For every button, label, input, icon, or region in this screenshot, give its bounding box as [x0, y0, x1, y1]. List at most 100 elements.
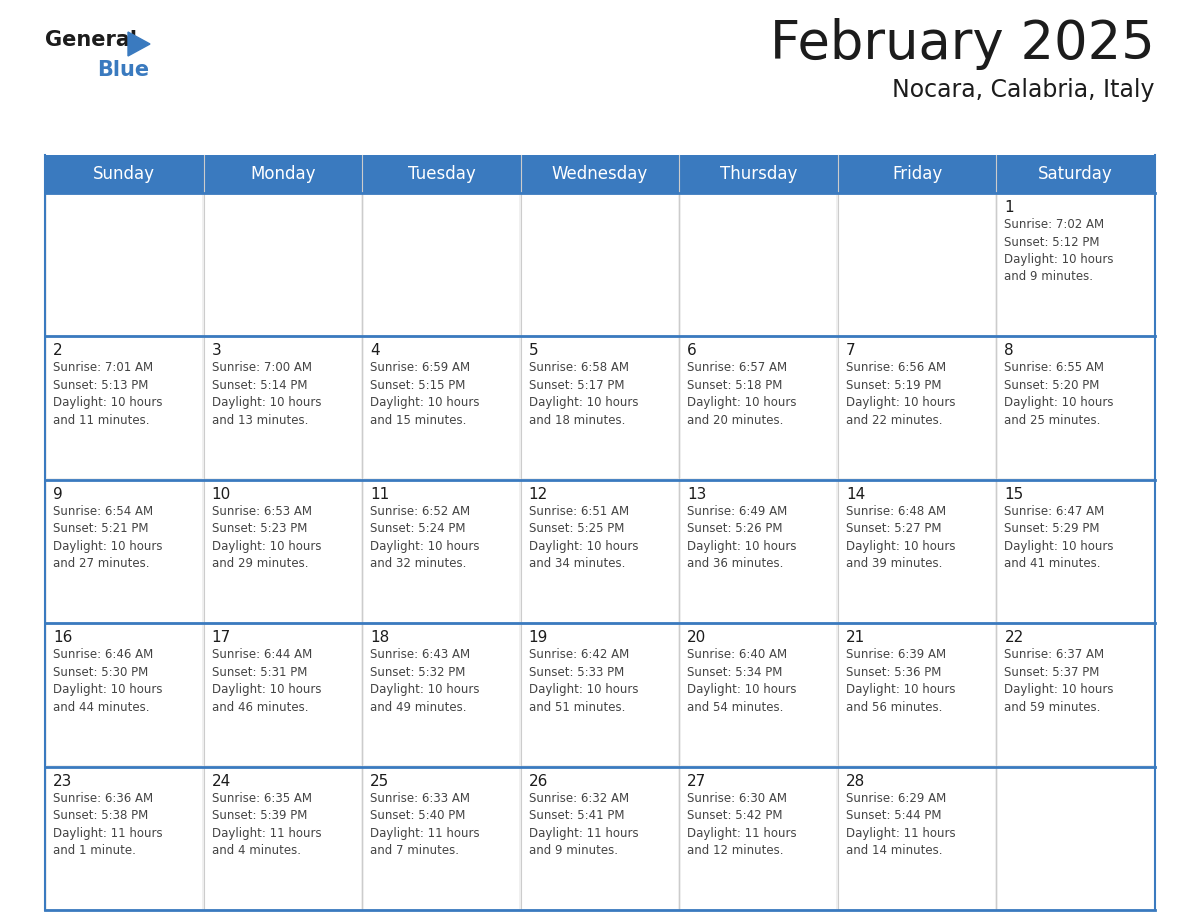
Bar	[364, 625, 519, 765]
Text: 20: 20	[688, 630, 707, 645]
Text: Sunrise: 6:35 AM
Sunset: 5:39 PM
Daylight: 11 hours
and 4 minutes.: Sunrise: 6:35 AM Sunset: 5:39 PM Dayligh…	[211, 791, 321, 857]
Bar	[206, 625, 361, 765]
Bar	[203, 623, 362, 767]
Text: Sunrise: 6:52 AM
Sunset: 5:24 PM
Daylight: 10 hours
and 32 minutes.: Sunrise: 6:52 AM Sunset: 5:24 PM Dayligh…	[371, 505, 480, 570]
Text: 24: 24	[211, 774, 230, 789]
Bar	[45, 767, 203, 910]
Text: Sunrise: 6:55 AM
Sunset: 5:20 PM
Daylight: 10 hours
and 25 minutes.: Sunrise: 6:55 AM Sunset: 5:20 PM Dayligh…	[1004, 362, 1114, 427]
Bar	[997, 336, 1155, 480]
Polygon shape	[128, 32, 150, 56]
Text: 14: 14	[846, 487, 865, 502]
Bar	[520, 336, 680, 480]
Text: Nocara, Calabria, Italy: Nocara, Calabria, Italy	[892, 78, 1155, 102]
Bar	[362, 193, 520, 336]
Bar	[840, 338, 994, 478]
Bar	[680, 767, 838, 910]
Bar	[681, 625, 836, 765]
Text: 3: 3	[211, 343, 221, 358]
Text: 23: 23	[53, 774, 72, 789]
Bar	[838, 767, 997, 910]
Bar	[998, 625, 1154, 765]
Text: Sunrise: 6:30 AM
Sunset: 5:42 PM
Daylight: 11 hours
and 12 minutes.: Sunrise: 6:30 AM Sunset: 5:42 PM Dayligh…	[688, 791, 797, 857]
Text: 26: 26	[529, 774, 548, 789]
Bar	[838, 193, 997, 336]
Text: 7: 7	[846, 343, 855, 358]
Text: 17: 17	[211, 630, 230, 645]
Text: Thursday: Thursday	[720, 165, 797, 183]
Bar	[364, 195, 519, 335]
Bar	[680, 193, 838, 336]
Text: Sunrise: 6:47 AM
Sunset: 5:29 PM
Daylight: 10 hours
and 41 minutes.: Sunrise: 6:47 AM Sunset: 5:29 PM Dayligh…	[1004, 505, 1114, 570]
Text: Wednesday: Wednesday	[552, 165, 649, 183]
Bar	[206, 338, 361, 478]
Bar	[362, 336, 520, 480]
Text: Sunrise: 6:46 AM
Sunset: 5:30 PM
Daylight: 10 hours
and 44 minutes.: Sunrise: 6:46 AM Sunset: 5:30 PM Dayligh…	[53, 648, 163, 713]
Text: Saturday: Saturday	[1038, 165, 1113, 183]
Text: 18: 18	[371, 630, 390, 645]
Bar	[998, 481, 1154, 621]
Text: 8: 8	[1004, 343, 1015, 358]
Text: Sunrise: 7:02 AM
Sunset: 5:12 PM
Daylight: 10 hours
and 9 minutes.: Sunrise: 7:02 AM Sunset: 5:12 PM Dayligh…	[1004, 218, 1114, 284]
Bar	[523, 481, 678, 621]
Text: 25: 25	[371, 774, 390, 789]
Bar	[838, 480, 997, 623]
Bar	[45, 623, 203, 767]
Text: Sunrise: 6:29 AM
Sunset: 5:44 PM
Daylight: 11 hours
and 14 minutes.: Sunrise: 6:29 AM Sunset: 5:44 PM Dayligh…	[846, 791, 955, 857]
Bar	[838, 623, 997, 767]
Bar	[362, 480, 520, 623]
Text: Sunrise: 6:53 AM
Sunset: 5:23 PM
Daylight: 10 hours
and 29 minutes.: Sunrise: 6:53 AM Sunset: 5:23 PM Dayligh…	[211, 505, 321, 570]
Bar	[840, 768, 994, 909]
Bar	[364, 768, 519, 909]
Bar	[840, 195, 994, 335]
Bar	[45, 480, 203, 623]
Text: Sunrise: 6:57 AM
Sunset: 5:18 PM
Daylight: 10 hours
and 20 minutes.: Sunrise: 6:57 AM Sunset: 5:18 PM Dayligh…	[688, 362, 797, 427]
Bar	[45, 336, 203, 480]
Bar	[206, 195, 361, 335]
Text: General: General	[45, 30, 137, 50]
Bar	[523, 768, 678, 909]
Text: Sunrise: 6:36 AM
Sunset: 5:38 PM
Daylight: 11 hours
and 1 minute.: Sunrise: 6:36 AM Sunset: 5:38 PM Dayligh…	[53, 791, 163, 857]
Text: Sunrise: 6:44 AM
Sunset: 5:31 PM
Daylight: 10 hours
and 46 minutes.: Sunrise: 6:44 AM Sunset: 5:31 PM Dayligh…	[211, 648, 321, 713]
Bar	[45, 155, 1155, 193]
Bar	[997, 623, 1155, 767]
Bar	[520, 767, 680, 910]
Bar	[203, 767, 362, 910]
Text: 6: 6	[688, 343, 697, 358]
Text: 5: 5	[529, 343, 538, 358]
Text: 27: 27	[688, 774, 707, 789]
Bar	[681, 768, 836, 909]
Text: Sunrise: 6:42 AM
Sunset: 5:33 PM
Daylight: 10 hours
and 51 minutes.: Sunrise: 6:42 AM Sunset: 5:33 PM Dayligh…	[529, 648, 638, 713]
Bar	[680, 623, 838, 767]
Bar	[203, 336, 362, 480]
Bar	[997, 480, 1155, 623]
Text: 11: 11	[371, 487, 390, 502]
Text: 10: 10	[211, 487, 230, 502]
Text: 9: 9	[53, 487, 63, 502]
Text: Sunrise: 7:00 AM
Sunset: 5:14 PM
Daylight: 10 hours
and 13 minutes.: Sunrise: 7:00 AM Sunset: 5:14 PM Dayligh…	[211, 362, 321, 427]
Text: Sunrise: 6:37 AM
Sunset: 5:37 PM
Daylight: 10 hours
and 59 minutes.: Sunrise: 6:37 AM Sunset: 5:37 PM Dayligh…	[1004, 648, 1114, 713]
Bar	[520, 480, 680, 623]
Bar	[681, 481, 836, 621]
Bar	[681, 338, 836, 478]
Text: Tuesday: Tuesday	[407, 165, 475, 183]
Bar	[997, 767, 1155, 910]
Text: 19: 19	[529, 630, 548, 645]
Text: 1: 1	[1004, 200, 1015, 215]
Text: 4: 4	[371, 343, 380, 358]
Bar	[998, 195, 1154, 335]
Text: Monday: Monday	[251, 165, 316, 183]
Bar	[46, 481, 202, 621]
Text: Sunrise: 6:32 AM
Sunset: 5:41 PM
Daylight: 11 hours
and 9 minutes.: Sunrise: 6:32 AM Sunset: 5:41 PM Dayligh…	[529, 791, 638, 857]
Text: Sunrise: 6:58 AM
Sunset: 5:17 PM
Daylight: 10 hours
and 18 minutes.: Sunrise: 6:58 AM Sunset: 5:17 PM Dayligh…	[529, 362, 638, 427]
Text: Sunrise: 6:33 AM
Sunset: 5:40 PM
Daylight: 11 hours
and 7 minutes.: Sunrise: 6:33 AM Sunset: 5:40 PM Dayligh…	[371, 791, 480, 857]
Bar	[362, 623, 520, 767]
Text: Blue: Blue	[97, 60, 150, 80]
Text: Sunrise: 6:48 AM
Sunset: 5:27 PM
Daylight: 10 hours
and 39 minutes.: Sunrise: 6:48 AM Sunset: 5:27 PM Dayligh…	[846, 505, 955, 570]
Text: Sunrise: 6:40 AM
Sunset: 5:34 PM
Daylight: 10 hours
and 54 minutes.: Sunrise: 6:40 AM Sunset: 5:34 PM Dayligh…	[688, 648, 797, 713]
Text: 13: 13	[688, 487, 707, 502]
Text: Sunrise: 7:01 AM
Sunset: 5:13 PM
Daylight: 10 hours
and 11 minutes.: Sunrise: 7:01 AM Sunset: 5:13 PM Dayligh…	[53, 362, 163, 427]
Text: Sunrise: 6:39 AM
Sunset: 5:36 PM
Daylight: 10 hours
and 56 minutes.: Sunrise: 6:39 AM Sunset: 5:36 PM Dayligh…	[846, 648, 955, 713]
Bar	[840, 481, 994, 621]
Bar	[998, 338, 1154, 478]
Bar	[364, 481, 519, 621]
